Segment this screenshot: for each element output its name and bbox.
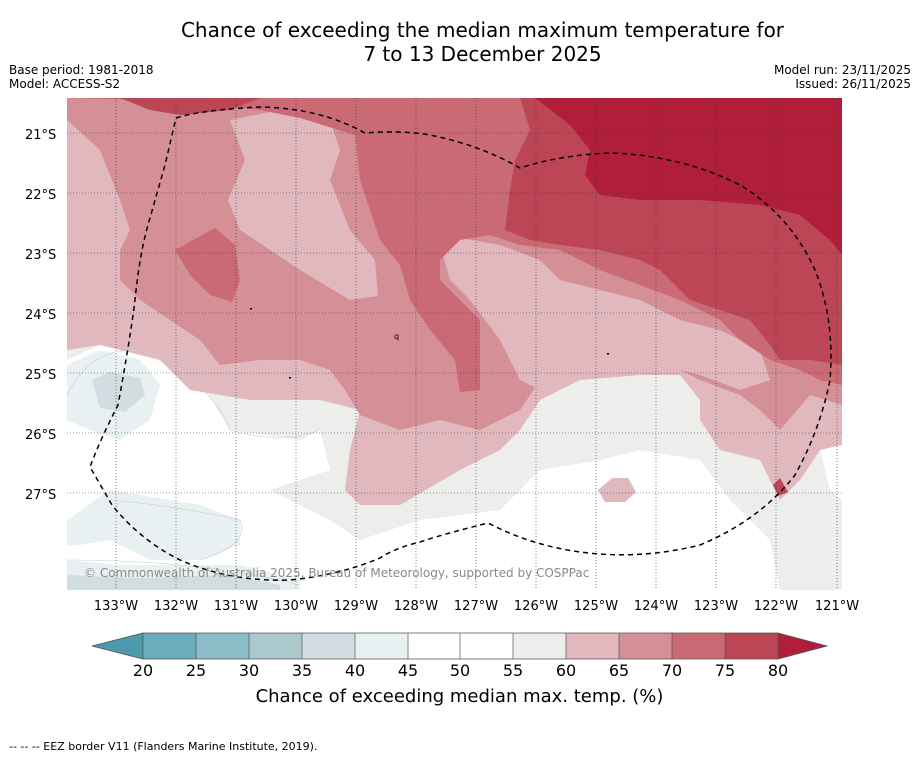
longitude-labels: 133°W 132°W 131°W 130°W 129°W 128°W 127°… [94,599,859,614]
eez-footnote: -- -- -- EEZ border V11 (Flanders Marine… [9,740,318,753]
band-60-65-inner [228,110,770,390]
colorbar-tick: 70 [662,661,682,680]
colorbar-segment-45-50 [408,633,460,659]
colorbar-under-arrow [91,632,144,660]
colorbar-over-arrow [777,632,829,660]
colorbar-tick: 45 [398,661,418,680]
lon-label: 126°W [514,599,558,614]
lon-label: 131°W [214,599,258,614]
model-run: Model run: 23/11/2025 [773,63,911,77]
lat-label: 27°S [25,488,56,503]
colorbar-tick: 20 [133,661,153,680]
issued-date: Issued: 26/11/2025 [795,77,911,91]
colorbar-segment-60-65 [566,633,619,659]
lon-label: 133°W [94,599,138,614]
lon-label: 122°W [754,599,798,614]
lat-label: 25°S [25,368,56,383]
colorbar-segment-30-35 [249,633,302,659]
colorbar-tick-labels: 20 25 30 35 40 45 50 55 60 65 70 75 80 [133,661,788,680]
colorbar-tick: 25 [186,661,206,680]
model-name: Model: ACCESS-S2 [9,77,121,91]
band-45-55-west [67,340,780,590]
colorbar-tick: 65 [609,661,629,680]
map-plot-area: q © Commonwealth of Australia 2025, Bure… [67,98,842,590]
lon-label: 129°W [334,599,378,614]
lat-label: 26°S [25,428,56,443]
lat-label: 22°S [25,188,56,203]
band-over-80 [535,98,842,255]
lat-label: 24°S [25,308,56,323]
colorbar-tick: 80 [768,661,788,680]
gridlines [67,98,842,590]
base-period: Base period: 1981-2018 [9,63,154,77]
lon-label: 132°W [154,599,198,614]
lon-label: 123°W [694,599,738,614]
colorbar-tick: 40 [345,661,365,680]
colorbar-segment-75-80 [725,633,778,659]
small-mark: q [394,332,399,341]
colorbar-segment-25-30 [196,633,249,659]
contour-lines [67,350,321,586]
meta-right: Model run: 23/11/2025 Issued: 26/11/2025 [774,63,911,91]
lon-label: 125°W [574,599,618,614]
colorbar-segment-20-25 [143,633,196,659]
eez-border [89,106,832,581]
colorbar-segment-70-75 [672,633,725,659]
lon-label: 128°W [394,599,438,614]
colorbar-tick: 55 [503,661,523,680]
colorbar: 20 25 30 35 40 45 50 55 60 65 70 75 80 [91,632,829,680]
map-title: Chance of exceeding the median maximum t… [0,18,919,66]
title-line-1: Chance of exceeding the median maximum t… [180,18,785,42]
colorbar-tick: 50 [450,661,470,680]
colorbar-tick: 30 [239,661,259,680]
colorbar-segment-55-60 [513,633,566,659]
lon-label: 124°W [634,599,678,614]
lon-label: 130°W [274,599,318,614]
copyright-notice: © Commonwealth of Australia 2025, Bureau… [84,566,589,580]
colorbar-segment-35-40 [302,633,355,659]
colorbar-segment-50-55 [460,633,513,659]
colorbar-tick: 75 [715,661,735,680]
tiny-markers [250,308,609,379]
lon-label: 121°W [815,599,859,614]
colorbar-tick: 35 [292,661,312,680]
lat-label: 21°S [25,128,56,143]
lon-label: 127°W [454,599,498,614]
lat-label: 23°S [25,248,56,263]
colorbar-segment-40-45 [355,633,408,659]
colorbar-title: Chance of exceeding median max. temp. (%… [255,686,664,707]
title-line-2: 7 to 13 December 2025 [363,42,602,66]
colorbar-segment-65-70 [619,633,672,659]
latitude-labels: 21°S 22°S 23°S 24°S 25°S 26°S 27°S [25,128,56,503]
meta-left: Base period: 1981-2018 Model: ACCESS-S2 [9,63,154,91]
colorbar-dividers [142,632,779,660]
colorbar-tick: 60 [556,661,576,680]
